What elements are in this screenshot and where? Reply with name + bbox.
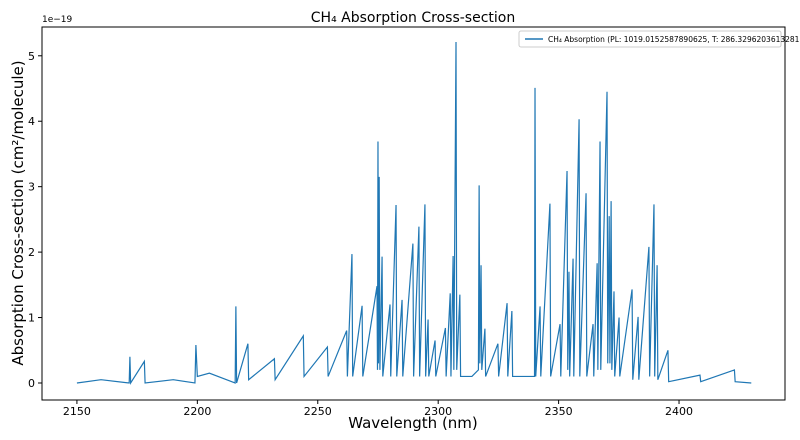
- x-axis-label: Wavelength (nm): [348, 414, 478, 432]
- legend-label: CH₄ Absorption (PL: 1019.0152587890625, …: [548, 35, 800, 44]
- y-tick-label: 5: [28, 50, 35, 63]
- x-tick-label: 2200: [183, 405, 211, 418]
- y-tick-label: 0: [28, 377, 35, 390]
- x-tick-label: 2250: [304, 405, 332, 418]
- chart-title: CH₄ Absorption Cross-section: [311, 10, 515, 26]
- y-tick-label: 3: [28, 181, 35, 194]
- x-tick-label: 2150: [63, 405, 91, 418]
- x-tick-label: 2300: [424, 405, 452, 418]
- legend-box: [518, 30, 782, 48]
- y-axis-label: Absorption Cross-section (cm²/molecule): [9, 60, 27, 365]
- x-tick-label: 2400: [665, 405, 693, 418]
- x-tick-label: 2350: [545, 405, 573, 418]
- y-offset-label: 1e−19: [42, 15, 73, 25]
- y-tick-label: 4: [28, 115, 35, 128]
- data-line: [76, 42, 752, 385]
- plot-frame: [41, 26, 786, 401]
- y-tick-label: 1: [28, 312, 35, 325]
- y-tick-label: 2: [28, 246, 35, 259]
